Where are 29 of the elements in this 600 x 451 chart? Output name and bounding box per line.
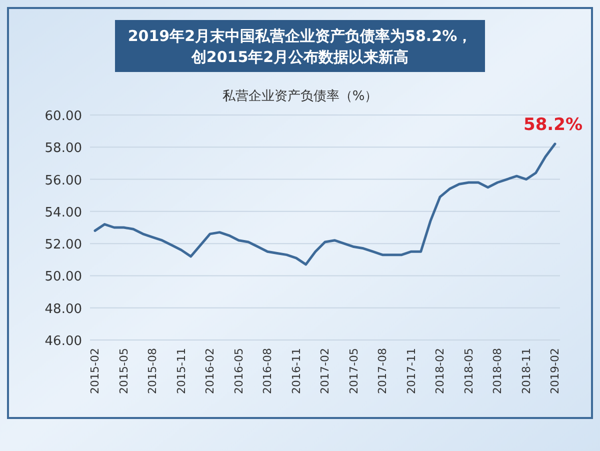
line-series xyxy=(94,142,556,266)
x-tick-label: 2015-08 xyxy=(146,348,159,394)
data-label: 58.2% xyxy=(524,114,582,135)
y-tick-label: 48.00 xyxy=(44,302,82,317)
y-tick-label: 60.00 xyxy=(44,109,82,124)
y-tick-label: 50.00 xyxy=(44,270,82,285)
x-tick-label: 2017-02 xyxy=(318,348,332,394)
x-tick-label: 2015-02 xyxy=(88,348,102,394)
x-tick-label: 2018-02 xyxy=(434,348,446,394)
x-tick-label: 2016-08 xyxy=(261,348,274,394)
y-tick-label: 46.00 xyxy=(44,334,82,349)
x-tick-label: 2015-11 xyxy=(174,348,188,394)
y-tick-label: 54.00 xyxy=(44,205,82,220)
chart-title: 2019年2月末中国私营企业资产负债率为58.2%，创2015年2月公布数据以来新高 xyxy=(128,27,472,66)
x-tick-label: 2016-02 xyxy=(204,348,216,394)
x-tick-label: 2017-05 xyxy=(347,348,360,394)
y-tick-label: 52.00 xyxy=(44,238,82,253)
y-axis-title: 私营企业资产负债率（%） xyxy=(222,88,378,104)
x-tick-label: 2018-05 xyxy=(462,348,476,394)
x-tick-label: 2018-08 xyxy=(491,348,504,394)
x-tick-label: 2016-05 xyxy=(232,348,246,394)
x-tick-label: 2017-11 xyxy=(404,348,418,394)
x-tick-label: 2018-11 xyxy=(520,348,533,394)
y-tick-label: 56.00 xyxy=(44,173,82,188)
x-tick-label: 2016-11 xyxy=(290,348,303,394)
x-tick-label: 2019-02 xyxy=(548,348,562,394)
x-tick-label: 2017-08 xyxy=(376,348,389,394)
y-tick-label: 58.00 xyxy=(44,141,82,156)
x-tick-label: 2015-05 xyxy=(117,348,130,394)
